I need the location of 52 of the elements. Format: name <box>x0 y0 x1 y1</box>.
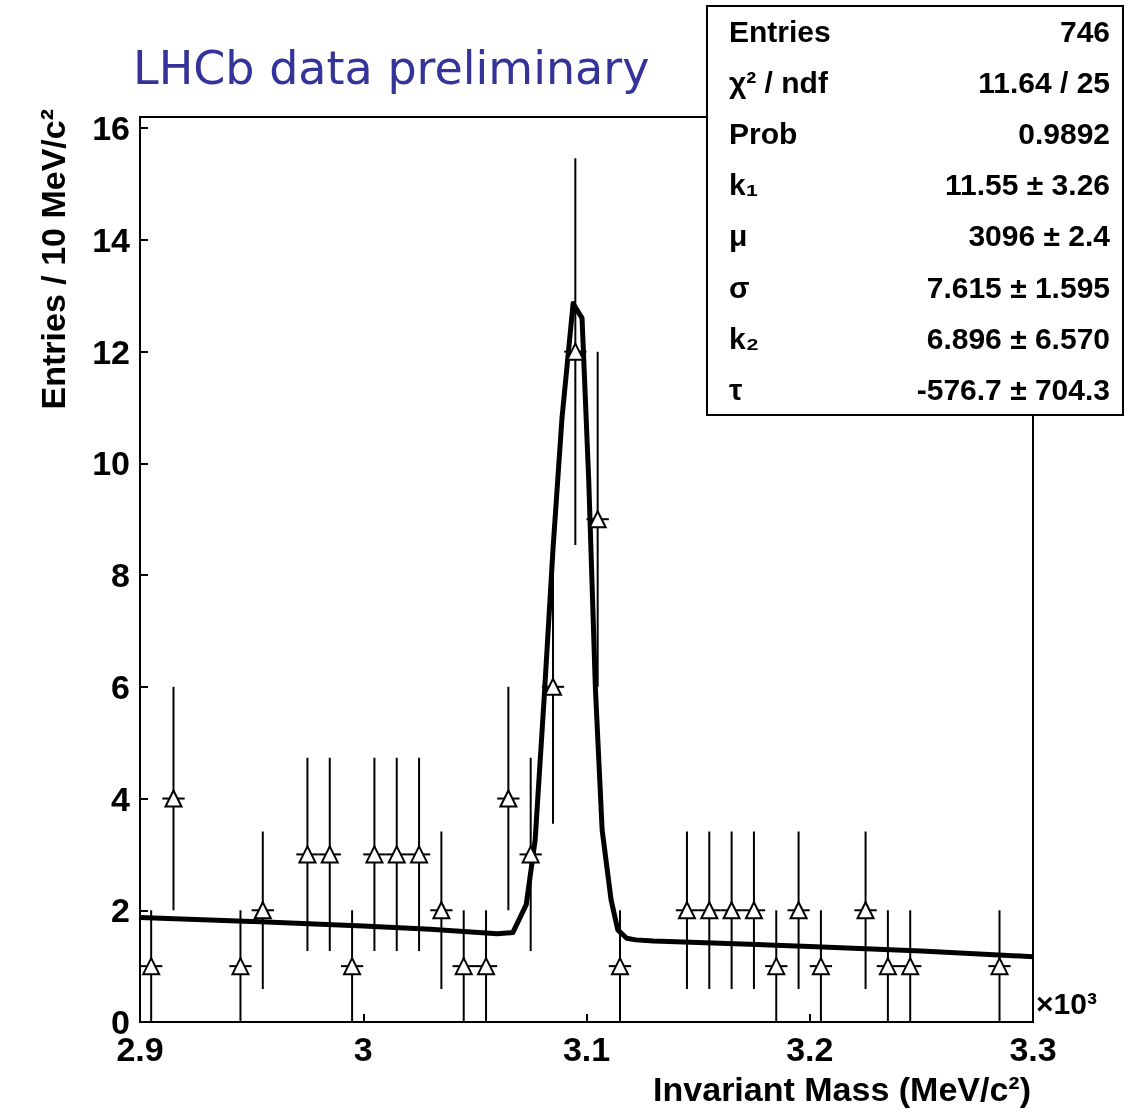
annotation: 7.615 ± 1.595 <box>926 270 1110 304</box>
point <box>499 789 518 808</box>
point <box>253 901 272 920</box>
chart-title: LHCb data preliminary <box>133 41 650 95</box>
point <box>789 901 808 920</box>
y-tick-label: 2 <box>111 891 130 930</box>
annotation: σ <box>729 270 750 304</box>
y-tick-label: 4 <box>111 779 131 818</box>
text: 746 <box>1059 14 1111 48</box>
annotation: k₁ <box>729 168 759 202</box>
point <box>856 901 875 920</box>
text: 11.64 / 25 <box>978 65 1110 99</box>
text: Entries <box>729 14 831 48</box>
annotation: k₂ <box>729 321 760 355</box>
y-tick-label: 6 <box>111 667 130 706</box>
y-tick-label: 16 <box>92 109 130 148</box>
point <box>767 957 786 976</box>
x-axis-title: Invariant Mass (MeV/c²) <box>653 1070 1031 1108</box>
point <box>744 901 763 920</box>
x-tick-label: 3.1 <box>562 1030 611 1068</box>
y-axis-title: Entries / 10 MeV/c² <box>34 109 72 410</box>
y-tick-label: 14 <box>92 220 131 259</box>
point <box>231 957 250 976</box>
point <box>811 957 830 976</box>
point <box>164 789 183 808</box>
y-tick-label: 10 <box>92 444 130 483</box>
point <box>990 957 1009 976</box>
point <box>544 677 563 696</box>
point <box>432 901 451 920</box>
annotation: 6.896 ± 6.570 <box>926 321 1110 355</box>
point <box>677 901 696 920</box>
annotation: -576.7 ± 704.3 <box>916 372 1111 406</box>
annotation: 3096 ± 2.4 <box>968 219 1111 253</box>
annotation: 11.55 ± 3.26 <box>945 168 1111 202</box>
annotation: τ <box>729 372 743 406</box>
text: ×10³ <box>1036 986 1097 1020</box>
y-tick-label: 12 <box>92 332 130 371</box>
point <box>878 957 897 976</box>
point <box>142 957 161 976</box>
annotation: μ <box>729 219 748 253</box>
x-tick-label: 3 <box>353 1030 373 1068</box>
point <box>521 845 540 864</box>
point <box>410 845 429 864</box>
text: χ² / ndf <box>729 65 829 99</box>
x-tick-label: 3.2 <box>786 1030 834 1068</box>
annotation: 0.9892 <box>1018 116 1111 150</box>
point <box>477 957 496 976</box>
point <box>343 957 362 976</box>
annotation: Prob <box>729 116 798 150</box>
point <box>610 957 629 976</box>
x-tick-label: 3.3 <box>1009 1030 1057 1068</box>
y-tick-label: 8 <box>111 556 130 595</box>
